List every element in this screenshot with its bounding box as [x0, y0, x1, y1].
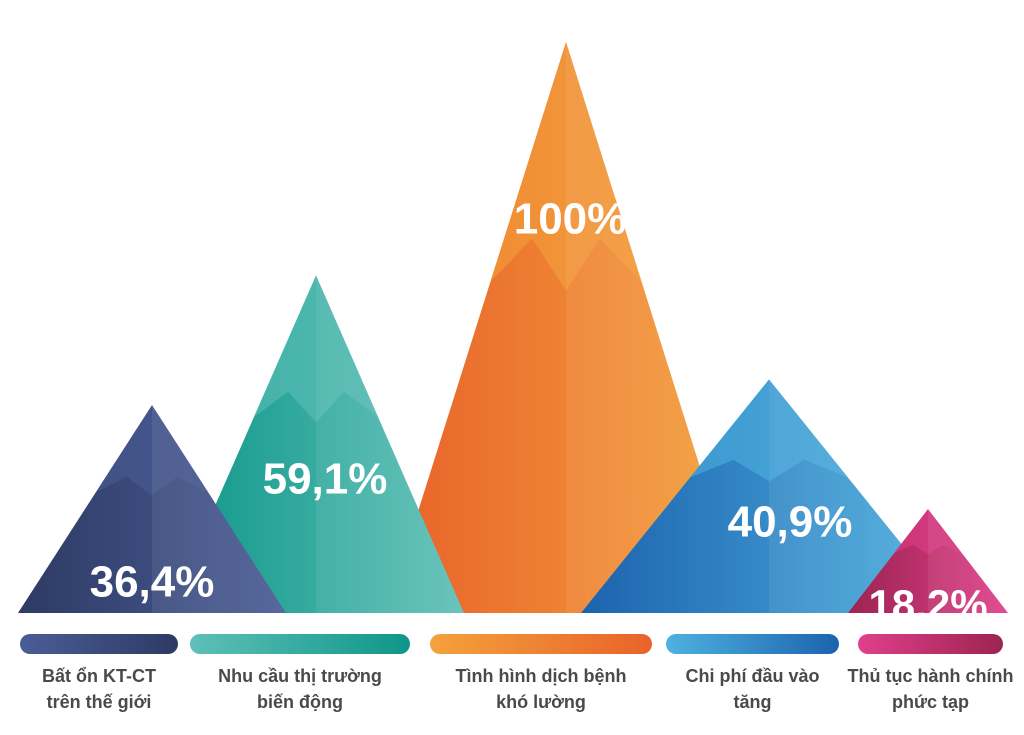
mountain-cap — [95, 405, 209, 496]
legend-label-line-2: phức tạp — [892, 692, 969, 712]
value-label-layer: 36,4% 59,1% 100% 40,9% 18,2% — [90, 195, 988, 628]
legend-swatch — [666, 634, 839, 654]
legend-label-line-1: Thủ tục hành chính — [848, 666, 1014, 686]
legend-item-1: Bất ổn KT-CT trên thế giới — [20, 634, 178, 712]
legend-item-4: Chi phí đầu vào tăng — [666, 634, 839, 712]
value-label-2: 59,1% — [263, 455, 388, 504]
value-label-5: 18,2% — [868, 581, 987, 628]
value-label-3: 100% — [514, 195, 627, 244]
legend-label-line-1: Tình hình dịch bệnh — [456, 666, 627, 686]
legend-label-line-2: trên thế giới — [47, 692, 152, 712]
mountain-body — [18, 405, 286, 613]
legend-label-line-1: Bất ổn KT-CT — [42, 666, 156, 686]
legend-label-line-2: khó lường — [496, 692, 586, 712]
legend-label-line-2: tăng — [734, 692, 772, 712]
legend-item-3: Tình hình dịch bệnh khó lường — [430, 634, 652, 712]
mountain-shade — [769, 379, 957, 613]
mountain-cap — [490, 42, 642, 291]
legend-swatch — [20, 634, 178, 654]
mountain-cap — [894, 509, 962, 555]
value-label-4: 40,9% — [728, 498, 853, 547]
mountain-body — [581, 379, 957, 613]
legend-swatch — [190, 634, 410, 654]
legend-label-line-1: Nhu cầu thị trường — [218, 666, 382, 686]
legend: Bất ổn KT-CT trên thế giới Nhu cầu thị trư… — [20, 634, 1013, 712]
mountain-body — [848, 509, 1008, 613]
legend-swatch — [858, 634, 1003, 654]
legend-swatch — [430, 634, 652, 654]
mountain-1 — [18, 405, 286, 613]
legend-item-5: Thủ tục hành chính phức tạp — [848, 634, 1014, 712]
mountain-body — [168, 275, 464, 613]
mountain-cap — [253, 275, 379, 423]
mountain-layer — [18, 42, 1008, 613]
legend-label-line-1: Chi phí đầu vào — [685, 666, 819, 686]
mountain-4 — [581, 379, 957, 613]
mountain-cap — [690, 379, 848, 482]
legend-label-line-2: biến động — [257, 692, 343, 712]
value-label-1: 36,4% — [90, 558, 215, 607]
mountain-shade — [152, 405, 286, 613]
mountain-2 — [168, 275, 464, 613]
legend-item-2: Nhu cầu thị trường biến động — [190, 634, 410, 712]
mountain-shade — [316, 275, 464, 613]
mountain-shade — [928, 509, 1008, 613]
mountain-body — [386, 42, 746, 613]
mountain-5 — [848, 509, 1008, 613]
